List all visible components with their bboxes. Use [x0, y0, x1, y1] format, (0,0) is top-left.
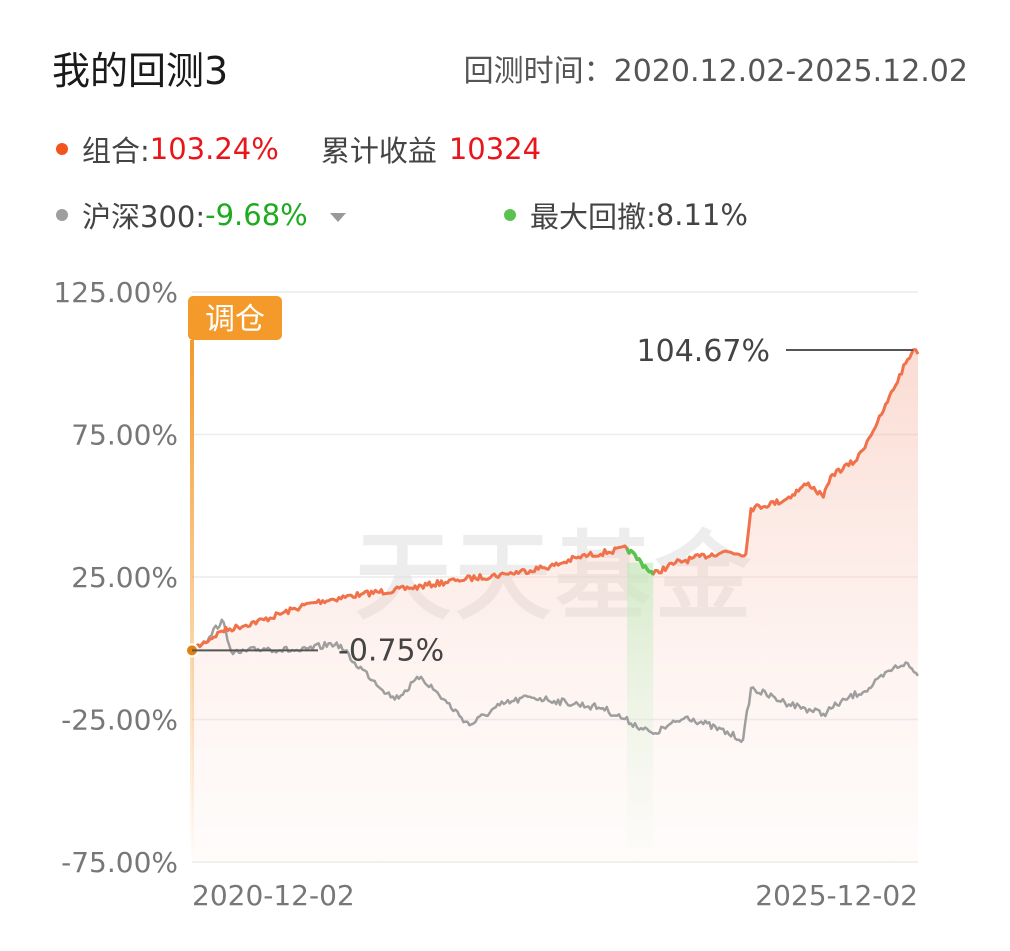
benchmark-return: -9.68% — [205, 198, 308, 232]
drawdown-shade — [626, 562, 654, 848]
series-area — [192, 349, 918, 863]
period-label: 回测时间： — [463, 54, 614, 89]
y-tick-label: -75.00% — [61, 846, 178, 879]
series-lines — [191, 348, 920, 744]
drawdown-stat-row: 最大回撤: 8.11% — [504, 194, 748, 236]
portfolio-line — [191, 348, 920, 654]
portfolio-return: 103.24% — [149, 132, 279, 166]
drawdown-label: 最大回撤: — [530, 200, 656, 234]
portfolio-area — [192, 349, 918, 863]
rebalance-label: 调仓 — [205, 302, 265, 337]
benchmark-dot-icon — [56, 209, 68, 221]
page-title: 我的回测3 — [52, 49, 229, 93]
x-tick-label: 2020-12-02 — [192, 879, 355, 912]
backtest-line-chart: 125.00%75.00%25.00%-25.00%-75.00% 天天基金 调… — [53, 276, 920, 912]
benchmark-stat-row[interactable]: 沪深300: -9.68% — [56, 194, 346, 236]
benchmark-label: 沪深300: — [82, 200, 206, 234]
annotations: -0.75% 104.67% — [192, 334, 914, 668]
benchmark-line — [191, 618, 919, 744]
y-tick-label: 125.00% — [53, 276, 178, 309]
rebalance-badge — [188, 296, 282, 340]
x-axis: 2020-12-02 2025-12-02 — [192, 879, 918, 912]
x-tick-label: 2025-12-02 — [755, 879, 918, 912]
cumulative-label: 累计收益 — [320, 134, 437, 168]
y-tick-label: 75.00% — [71, 419, 178, 452]
portfolio-dot-icon — [56, 143, 68, 155]
portfolio-label: 组合: — [82, 134, 150, 168]
backtest-period: 回测时间：2020.12.02-2025.12.02 — [464, 46, 968, 90]
y-tick-label: -25.00% — [61, 704, 178, 737]
cumulative-value: 10324 — [448, 132, 542, 166]
drawdown-dot-icon — [504, 209, 516, 221]
peak-annotation-label: 104.67% — [637, 334, 770, 369]
rebalance-marker: 调仓 — [185, 296, 282, 862]
start-annotation-label: -0.75% — [338, 633, 444, 668]
y-axis: 125.00% 75.00% 25.00% -25.00% -75.00% — [53, 276, 178, 879]
rebalance-line — [190, 340, 194, 862]
drawdown-value: 8.11% — [655, 198, 748, 232]
drawdown-band — [626, 562, 654, 848]
benchmark-dropdown-icon[interactable] — [329, 212, 346, 222]
drawdown-line — [625, 547, 655, 576]
y-tick-label: 25.00% — [71, 561, 178, 594]
period-value: 2020.12.02-2025.12.02 — [613, 54, 968, 89]
portfolio-stat-row: 组合: 103.24% 累计收益 10324 — [56, 128, 541, 170]
